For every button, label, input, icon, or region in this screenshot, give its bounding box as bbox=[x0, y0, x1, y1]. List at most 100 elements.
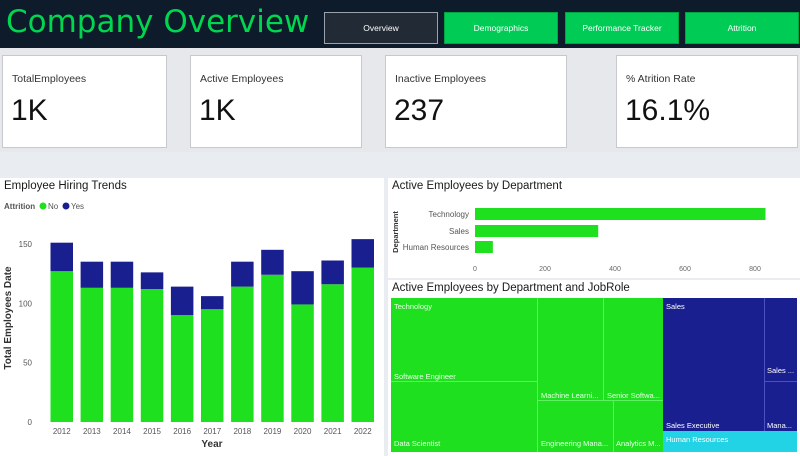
y-tick-label: 0 bbox=[28, 418, 33, 427]
kpi-card-inactive-employees: Inactive Employees 237 bbox=[385, 55, 567, 148]
treemap-role-label: Sales ... bbox=[767, 366, 795, 375]
kpi-label: TotalEmployees bbox=[12, 73, 87, 85]
y-tick-label: 100 bbox=[19, 299, 33, 308]
bar-segment-yes bbox=[231, 261, 254, 287]
kpi-label: % Atrition Rate bbox=[626, 73, 696, 85]
dept-bar bbox=[475, 241, 493, 253]
treemap-tile-machine-learning[interactable] bbox=[538, 298, 604, 401]
x-tick-label: 800 bbox=[749, 266, 761, 273]
x-tick-label: 2022 bbox=[354, 427, 372, 436]
hiring-trends-chart: Attrition No Yes 0 50 100 150 2012 2013 2014 2015 2… bbox=[3, 202, 374, 450]
y-tick-label: 50 bbox=[23, 359, 32, 368]
legend-marker-yes bbox=[62, 202, 70, 210]
treemap-human-resources[interactable] bbox=[663, 431, 797, 452]
bar-segment-no bbox=[50, 271, 73, 422]
x-tick-label: 2016 bbox=[173, 427, 191, 436]
x-tick-label: 2021 bbox=[324, 427, 342, 436]
treemap-role-label: Senior Softwa... bbox=[607, 391, 660, 400]
y-tick-label: Technology bbox=[429, 210, 469, 219]
bar-segment-no bbox=[291, 304, 314, 422]
legend-label-no: No bbox=[48, 202, 59, 211]
legend-marker-no bbox=[39, 202, 47, 210]
bar-segment-no bbox=[140, 289, 164, 422]
treemap-divider bbox=[764, 298, 765, 431]
legend-label-yes: Yes bbox=[71, 202, 84, 211]
y-tick-label: Human Resources bbox=[403, 243, 469, 252]
bar-segment-yes bbox=[201, 296, 224, 310]
treemap-role-label: Engineering Mana... bbox=[541, 439, 609, 448]
bar-segment-no bbox=[321, 284, 344, 422]
treemap-tile-software-engineer[interactable] bbox=[391, 298, 538, 382]
x-tick-label: 2020 bbox=[294, 427, 312, 436]
bar-segment-yes bbox=[80, 261, 104, 288]
kpi-label: Inactive Employees bbox=[395, 73, 487, 85]
bar-segment-no bbox=[231, 286, 254, 422]
nav-attrition-button[interactable]: Attrition bbox=[685, 12, 799, 44]
y-tick-label: Sales bbox=[449, 227, 469, 236]
bar-segment-no bbox=[110, 287, 134, 422]
bar-segment-yes bbox=[291, 271, 314, 305]
kpi-label: Active Employees bbox=[200, 73, 284, 85]
treemap-technology[interactable] bbox=[391, 298, 663, 452]
kpi-card-attrition-rate: % Atrition Rate 16.1% bbox=[616, 55, 798, 148]
dept-bar bbox=[475, 225, 599, 237]
x-tick-label: 2013 bbox=[83, 427, 101, 436]
x-tick-label: 2018 bbox=[233, 427, 251, 436]
treemap-tile-data-scientist[interactable] bbox=[391, 382, 538, 452]
treemap-role-label: Sales Executive bbox=[666, 421, 720, 430]
bar-segment-yes bbox=[110, 261, 134, 288]
treemap-group-label: Human Resources bbox=[666, 435, 729, 444]
treemap-title: Active Employees by Department and JobRo… bbox=[392, 282, 630, 294]
y-axis-title: Department bbox=[391, 211, 400, 253]
dept-bar-title: Active Employees by Department bbox=[392, 180, 563, 192]
treemap-tile-engineering-manager[interactable] bbox=[538, 401, 614, 452]
bar-segment-yes bbox=[351, 239, 374, 268]
x-tick-label: 2019 bbox=[264, 427, 282, 436]
bar-segment-yes bbox=[321, 260, 344, 285]
kpi-value: 1K bbox=[199, 94, 236, 127]
bar-segment-yes bbox=[170, 286, 194, 316]
treemap-role-label: Software Engineer bbox=[394, 372, 456, 381]
nav-demographics-button[interactable]: Demographics bbox=[444, 12, 558, 44]
treemap-role-label: Analytics M... bbox=[616, 439, 661, 448]
treemap-group-label: Technology bbox=[394, 302, 432, 311]
x-tick-label: 2017 bbox=[203, 427, 221, 436]
y-tick-label: 150 bbox=[19, 240, 33, 249]
treemap-role-label: Mana... bbox=[767, 421, 793, 430]
bar-segment-no bbox=[351, 267, 374, 422]
dept-bar-chart: Department Technology Sales Human Resources… bbox=[391, 208, 766, 273]
x-axis-title: Year bbox=[201, 439, 222, 450]
kpi-value: 16.1% bbox=[625, 94, 711, 127]
x-tick-label: 2014 bbox=[113, 427, 131, 436]
x-tick-label: 200 bbox=[539, 266, 551, 273]
bar-segment-yes bbox=[261, 249, 284, 275]
kpi-value: 1K bbox=[11, 94, 48, 127]
treemap-role-label: Machine Learni... bbox=[541, 391, 599, 400]
y-axis-title: Total Employees Date bbox=[3, 266, 14, 370]
nav-overview-button[interactable]: Overview bbox=[324, 12, 438, 44]
treemap-group-label: Sales bbox=[666, 302, 685, 311]
treemap-divider bbox=[764, 381, 797, 382]
page-title: Company Overview bbox=[6, 4, 310, 40]
bar-segment-yes bbox=[50, 242, 73, 272]
dept-bar bbox=[475, 208, 766, 220]
kpi-card-total-employees: TotalEmployees 1K bbox=[2, 55, 167, 148]
treemap-role-label: Data Scientist bbox=[394, 439, 441, 448]
bar-segment-no bbox=[201, 309, 224, 422]
x-tick-label: 0 bbox=[473, 266, 477, 273]
x-tick-label: 400 bbox=[609, 266, 621, 273]
bar-segment-no bbox=[170, 315, 194, 422]
kpi-card-active-employees: Active Employees 1K bbox=[190, 55, 362, 148]
legend-title: Attrition bbox=[4, 202, 35, 211]
bar-segment-no bbox=[80, 287, 104, 422]
x-tick-label: 2012 bbox=[53, 427, 71, 436]
bar-segment-no bbox=[261, 274, 284, 422]
bar-segment-yes bbox=[140, 272, 164, 289]
treemap: Technology Software Engineer Data Scient… bbox=[391, 298, 797, 452]
nav-performance-tracker-button[interactable]: Performance Tracker bbox=[565, 12, 679, 44]
x-tick-label: 2015 bbox=[143, 427, 161, 436]
treemap-sales[interactable] bbox=[663, 298, 797, 431]
treemap-tile-senior-software[interactable] bbox=[604, 298, 663, 401]
x-tick-label: 600 bbox=[679, 266, 691, 273]
hiring-trends-title: Employee Hiring Trends bbox=[4, 180, 127, 192]
